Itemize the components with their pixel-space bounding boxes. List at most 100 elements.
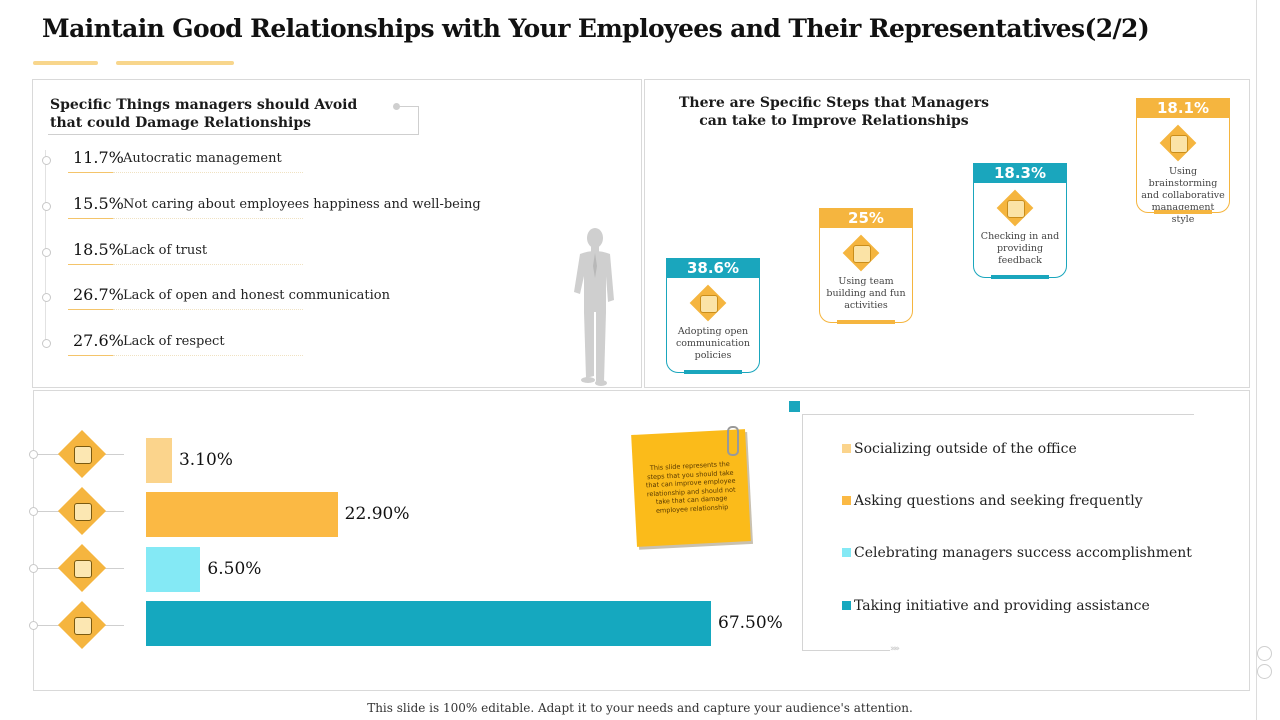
avoid-item-pct: 27.6% bbox=[73, 331, 124, 350]
footer-note: This slide is 100% editable. Adapt it to… bbox=[367, 701, 913, 715]
list-node bbox=[29, 564, 38, 573]
step-card-pct: 25% bbox=[819, 208, 913, 228]
list-node bbox=[29, 507, 38, 516]
avoid-item: 27.6% Lack of respect bbox=[40, 331, 600, 361]
team-building-icon bbox=[853, 245, 871, 263]
title-underline-right bbox=[116, 61, 234, 65]
businessman-silhouette bbox=[574, 228, 614, 386]
avoid-heading-line bbox=[48, 134, 418, 135]
legend-swatch bbox=[842, 496, 851, 505]
legend-swatch bbox=[842, 548, 851, 557]
communication-icon bbox=[700, 295, 718, 313]
step-card: 18.3% Checking in and providing feedback bbox=[973, 163, 1067, 279]
list-node bbox=[29, 450, 38, 459]
step-card-caption: Using team building and fun activities bbox=[826, 276, 906, 311]
legend-label: Taking initiative and providing assistan… bbox=[854, 598, 1150, 614]
item-dotted-line bbox=[113, 264, 303, 266]
step-card-tab bbox=[1154, 210, 1212, 214]
item-underline bbox=[68, 264, 113, 265]
list-node bbox=[42, 293, 51, 302]
bar-value-label: 22.90% bbox=[344, 504, 410, 524]
decorative-circle bbox=[1257, 664, 1272, 679]
avoid-heading: Specific Things managers should Avoid th… bbox=[50, 97, 358, 131]
bar-value-label: 6.50% bbox=[207, 559, 262, 579]
award-icon bbox=[57, 600, 107, 650]
item-dotted-line bbox=[113, 172, 303, 174]
avoid-item-pct: 18.5% bbox=[73, 240, 124, 259]
legend-swatch bbox=[842, 444, 851, 453]
step-card-pct: 38.6% bbox=[666, 258, 760, 278]
avoid-item-text: Lack of trust bbox=[123, 243, 208, 258]
growth-chart-icon bbox=[57, 486, 107, 536]
avoid-item-pct: 11.7% bbox=[73, 148, 124, 167]
avoid-item-text: Not caring about employees happiness and… bbox=[123, 197, 481, 212]
step-card-tab bbox=[991, 275, 1049, 279]
avoid-item: 26.7% Lack of open and honest communicat… bbox=[40, 285, 600, 315]
step-card-caption: Adopting open communication policies bbox=[675, 326, 750, 361]
item-dotted-line bbox=[113, 218, 303, 220]
avoid-item: 11.7% Autocratic management bbox=[40, 148, 600, 178]
page-title: Maintain Good Relationships with Your Em… bbox=[42, 14, 1150, 43]
chart-bar bbox=[146, 601, 711, 646]
legend-item: Asking questions and seeking frequently bbox=[842, 493, 1143, 509]
item-underline bbox=[68, 172, 113, 173]
gear-people-icon bbox=[57, 543, 107, 593]
money-hand-icon bbox=[57, 429, 107, 479]
bar-value-label: 67.50% bbox=[718, 613, 783, 633]
paperclip-icon bbox=[727, 426, 739, 456]
avoid-item-text: Lack of open and honest communication bbox=[123, 288, 390, 303]
legend-bottom-line bbox=[802, 650, 890, 651]
avoid-item: 18.5% Lack of trust bbox=[40, 240, 600, 270]
legend-top-line bbox=[802, 414, 1194, 415]
avoid-item-pct: 15.5% bbox=[73, 194, 124, 213]
legend-item: Celebrating managers success accomplishm… bbox=[842, 545, 1192, 561]
list-node bbox=[42, 202, 51, 211]
chart-bar bbox=[146, 547, 201, 592]
feedback-icon bbox=[1007, 200, 1025, 218]
bar-value-label: 3.10% bbox=[178, 450, 233, 470]
legend-marker bbox=[789, 401, 800, 412]
item-dotted-line bbox=[113, 355, 303, 357]
avoid-heading-dot bbox=[393, 103, 400, 110]
avoid-item-pct: 26.7% bbox=[73, 285, 124, 304]
chart-bar bbox=[146, 438, 172, 483]
slide-edge-line bbox=[1256, 0, 1257, 720]
avoid-item-text: Lack of respect bbox=[123, 334, 225, 349]
legend-item: Taking initiative and providing assistan… bbox=[842, 598, 1150, 614]
avoid-item-text: Autocratic management bbox=[123, 151, 282, 166]
sticky-note-text: This slide represents the steps that you… bbox=[645, 459, 736, 515]
list-node bbox=[42, 248, 51, 257]
avoid-heading-connector bbox=[418, 106, 419, 135]
brainstorm-icon bbox=[1170, 135, 1188, 153]
item-dotted-line bbox=[113, 309, 303, 311]
avoid-panel bbox=[32, 79, 642, 388]
step-card-caption: Checking in and providing feedback bbox=[980, 231, 1060, 266]
step-card-tab bbox=[684, 370, 742, 374]
step-card-pct: 18.3% bbox=[973, 163, 1067, 183]
legend-item: Socializing outside of the office bbox=[842, 441, 1077, 457]
step-card-caption: Using brainstorming and collaborative ma… bbox=[1141, 166, 1225, 225]
steps-heading: There are Specific Steps that Managers c… bbox=[679, 95, 989, 129]
step-card: 38.6% Adopting open communication polici… bbox=[666, 258, 760, 374]
item-underline bbox=[68, 218, 113, 219]
item-underline bbox=[68, 355, 113, 356]
step-card: 25% Using team building and fun activiti… bbox=[819, 208, 913, 324]
legend-label: Socializing outside of the office bbox=[854, 441, 1077, 457]
step-card-tab bbox=[837, 320, 895, 324]
step-card: 18.1% Using brainstorming and collaborat… bbox=[1136, 98, 1230, 225]
legend-label: Asking questions and seeking frequently bbox=[854, 493, 1143, 509]
item-underline bbox=[68, 309, 113, 310]
list-node bbox=[42, 156, 51, 165]
legend-swatch bbox=[842, 601, 851, 610]
chevrons-right-icon: ››››› bbox=[890, 644, 900, 654]
title-underline-left bbox=[33, 61, 98, 65]
avoid-item: 15.5% Not caring about employees happine… bbox=[40, 194, 600, 224]
legend-label: Celebrating managers success accomplishm… bbox=[854, 545, 1192, 561]
avoid-heading-connector-top bbox=[398, 106, 418, 107]
list-node bbox=[29, 621, 38, 630]
legend-side-line bbox=[802, 414, 803, 650]
list-node bbox=[42, 339, 51, 348]
step-card-pct: 18.1% bbox=[1136, 98, 1230, 118]
chart-bar bbox=[146, 492, 338, 537]
decorative-circle bbox=[1257, 646, 1272, 661]
